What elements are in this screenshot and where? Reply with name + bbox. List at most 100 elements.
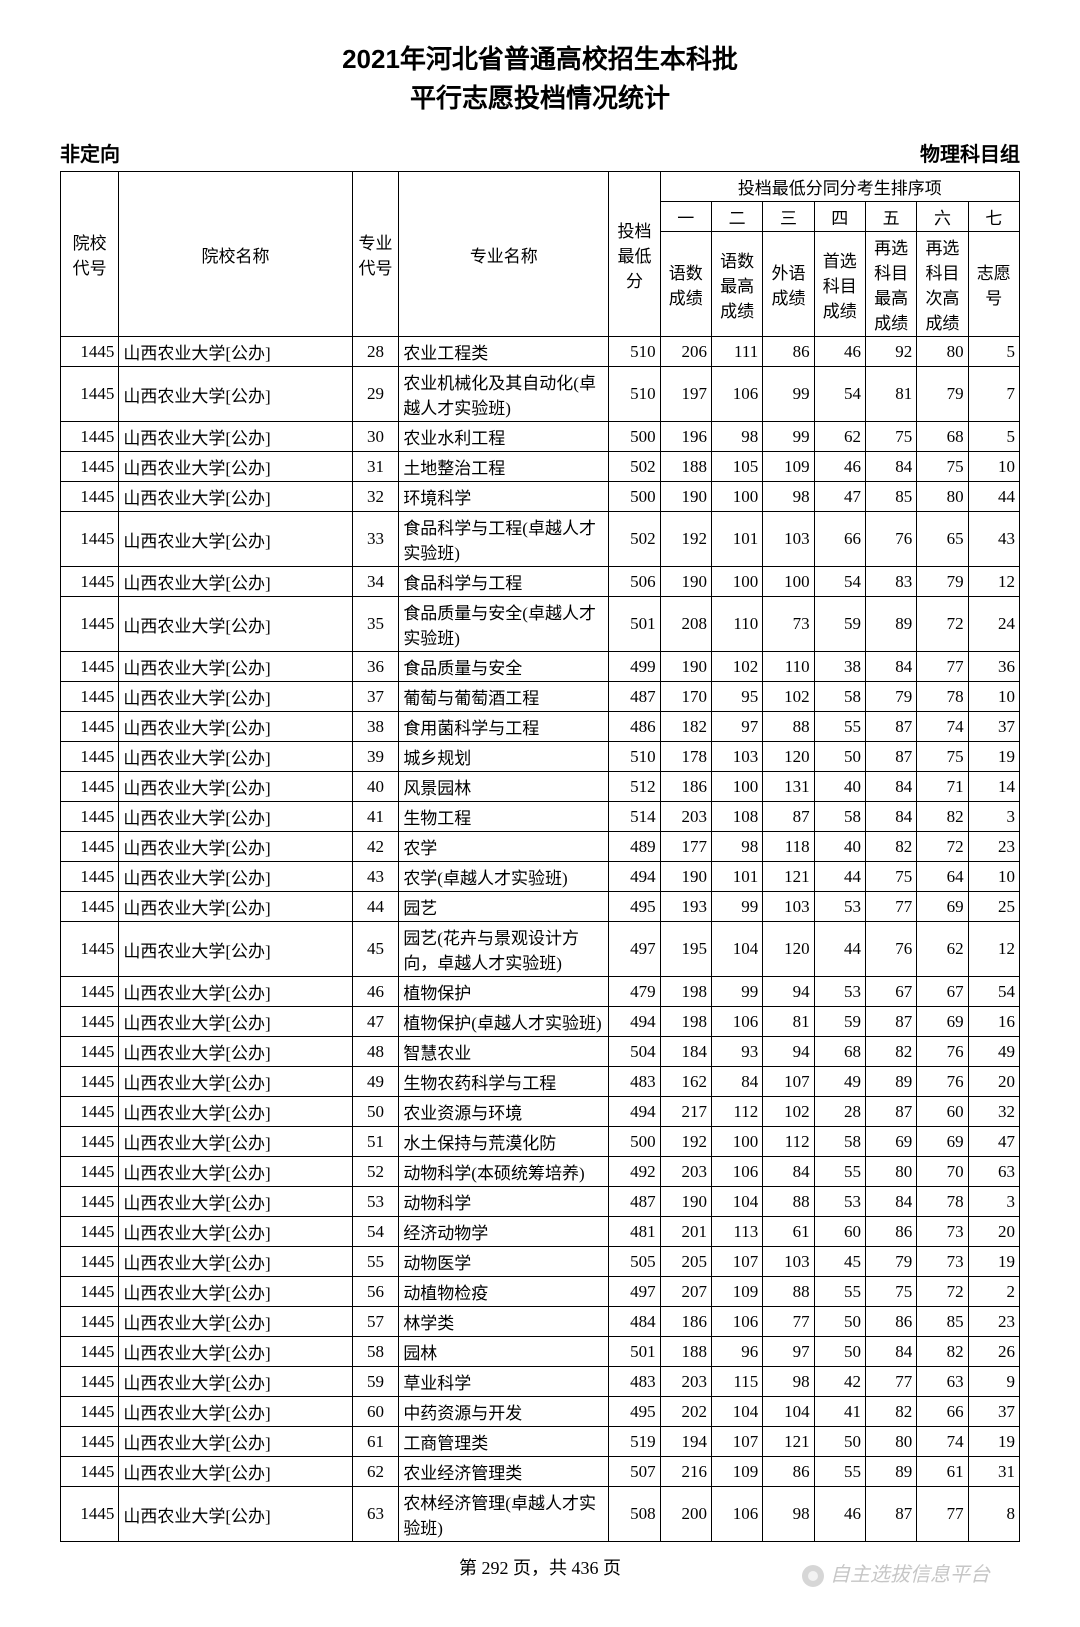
cell-major: 葡萄与葡萄酒工程 <box>399 682 609 712</box>
cell-school: 山西农业大学[公办] <box>119 1457 352 1487</box>
page-title: 2021年河北省普通高校招生本科批 平行志愿投档情况统计 <box>60 40 1020 118</box>
cell-code: 1445 <box>61 1037 119 1067</box>
cell-major: 中药资源与开发 <box>399 1397 609 1427</box>
table-row: 1445山西农业大学[公办]37葡萄与葡萄酒工程4871709510258797… <box>61 682 1020 712</box>
cell-score: 483 <box>609 1067 660 1097</box>
cell-major: 动植物检疫 <box>399 1277 609 1307</box>
cell-school: 山西农业大学[公办] <box>119 832 352 862</box>
table-row: 1445山西农业大学[公办]33食品科学与工程(卓越人才实验班)50219210… <box>61 512 1020 567</box>
table-row: 1445山西农业大学[公办]41生物工程514203108875884823 <box>61 802 1020 832</box>
cell-code: 1445 <box>61 892 119 922</box>
cell-code: 1445 <box>61 832 119 862</box>
cell-school: 山西农业大学[公办] <box>119 1307 352 1337</box>
cell-school: 山西农业大学[公办] <box>119 682 352 712</box>
cell-major: 动物医学 <box>399 1247 609 1277</box>
cell-score: 479 <box>609 977 660 1007</box>
cell-mcode: 54 <box>352 1217 399 1247</box>
cell-mcode: 30 <box>352 422 399 452</box>
table-row: 1445山西农业大学[公办]32环境科学5001901009847858044 <box>61 482 1020 512</box>
cell-school: 山西农业大学[公办] <box>119 1127 352 1157</box>
table-row: 1445山西农业大学[公办]58园林501188969750848226 <box>61 1337 1020 1367</box>
cell-major: 动物科学(本硕统筹培养) <box>399 1157 609 1187</box>
cell-mcode: 40 <box>352 772 399 802</box>
cell-score: 499 <box>609 652 660 682</box>
cell-mcode: 58 <box>352 1337 399 1367</box>
table-row: 1445山西农业大学[公办]44园艺4951939910353776925 <box>61 892 1020 922</box>
cell-major: 经济动物学 <box>399 1217 609 1247</box>
cell-major: 食品质量与安全(卓越人才实验班) <box>399 597 609 652</box>
cell-score: 495 <box>609 892 660 922</box>
cell-school: 山西农业大学[公办] <box>119 652 352 682</box>
cell-school: 山西农业大学[公办] <box>119 862 352 892</box>
cell-mcode: 41 <box>352 802 399 832</box>
table-row: 1445山西农业大学[公办]43农学(卓越人才实验班)4941901011214… <box>61 862 1020 892</box>
cell-major: 智慧农业 <box>399 1037 609 1067</box>
cell-mcode: 37 <box>352 682 399 712</box>
table-row: 1445山西农业大学[公办]51水土保持与荒漠化防500192100112586… <box>61 1127 1020 1157</box>
cell-mcode: 28 <box>352 337 399 367</box>
cell-score: 486 <box>609 712 660 742</box>
cell-school: 山西农业大学[公办] <box>119 567 352 597</box>
cell-major: 农业水利工程 <box>399 422 609 452</box>
table-row: 1445山西农业大学[公办]29农业机械化及其自动化(卓越人才实验班)51019… <box>61 367 1020 422</box>
cell-code: 1445 <box>61 1367 119 1397</box>
cell-code: 1445 <box>61 1097 119 1127</box>
col-school-name: 院校名称 <box>119 172 352 337</box>
cell-major: 动物科学 <box>399 1187 609 1217</box>
col-major-name: 专业名称 <box>399 172 609 337</box>
cell-mcode: 36 <box>352 652 399 682</box>
table-row: 1445山西农业大学[公办]55动物医学50520510710345797319 <box>61 1247 1020 1277</box>
cell-code: 1445 <box>61 597 119 652</box>
cell-school: 山西农业大学[公办] <box>119 1487 352 1542</box>
cell-school: 山西农业大学[公办] <box>119 422 352 452</box>
cell-mcode: 35 <box>352 597 399 652</box>
cell-code: 1445 <box>61 1067 119 1097</box>
cell-school: 山西农业大学[公办] <box>119 1187 352 1217</box>
cell-score: 519 <box>609 1427 660 1457</box>
cell-mcode: 51 <box>352 1127 399 1157</box>
cell-score: 481 <box>609 1217 660 1247</box>
table-row: 1445山西农业大学[公办]57林学类4841861067750868523 <box>61 1307 1020 1337</box>
cell-mcode: 38 <box>352 712 399 742</box>
cell-mcode: 52 <box>352 1157 399 1187</box>
cell-mcode: 53 <box>352 1187 399 1217</box>
cell-major: 工商管理类 <box>399 1427 609 1457</box>
cell-code: 1445 <box>61 1307 119 1337</box>
cell-school: 山西农业大学[公办] <box>119 337 352 367</box>
cell-mcode: 32 <box>352 482 399 512</box>
table-row: 1445山西农业大学[公办]49生物农药科学与工程483162841074989… <box>61 1067 1020 1097</box>
cell-score: 500 <box>609 422 660 452</box>
data-table: 院校代号 院校名称 专业代号 专业名称 投档最低分 投档最低分同分考生排序项 一… <box>60 171 1020 1542</box>
cell-code: 1445 <box>61 862 119 892</box>
cell-school: 山西农业大学[公办] <box>119 1247 352 1277</box>
cell-score: 508 <box>609 1487 660 1542</box>
cell-score: 494 <box>609 1007 660 1037</box>
cell-score: 497 <box>609 1277 660 1307</box>
cell-school: 山西农业大学[公办] <box>119 1037 352 1067</box>
cell-school: 山西农业大学[公办] <box>119 482 352 512</box>
cell-mcode: 60 <box>352 1397 399 1427</box>
cell-major: 园艺(花卉与景观设计方向，卓越人才实验班) <box>399 922 609 977</box>
cell-major: 食品科学与工程(卓越人才实验班) <box>399 512 609 567</box>
cell-score: 510 <box>609 367 660 422</box>
cell-major: 草业科学 <box>399 1367 609 1397</box>
cell-major: 农业机械化及其自动化(卓越人才实验班) <box>399 367 609 422</box>
cell-school: 山西农业大学[公办] <box>119 1067 352 1097</box>
cell-code: 1445 <box>61 1157 119 1187</box>
cell-school: 山西农业大学[公办] <box>119 1277 352 1307</box>
cell-code: 1445 <box>61 772 119 802</box>
cell-school: 山西农业大学[公办] <box>119 597 352 652</box>
table-row: 1445山西农业大学[公办]42农学4891779811840827223 <box>61 832 1020 862</box>
cell-code: 1445 <box>61 682 119 712</box>
cell-major: 园艺 <box>399 892 609 922</box>
cell-mcode: 31 <box>352 452 399 482</box>
table-row: 1445山西农业大学[公办]62农业经济管理类50721610986558961… <box>61 1457 1020 1487</box>
table-row: 1445山西农业大学[公办]45园艺(花卉与景观设计方向，卓越人才实验班)497… <box>61 922 1020 977</box>
table-row: 1445山西农业大学[公办]60中药资源与开发49520210410441826… <box>61 1397 1020 1427</box>
cell-major: 农业资源与环境 <box>399 1097 609 1127</box>
subheader: 非定向 物理科目组 <box>60 138 1020 167</box>
table-row: 1445山西农业大学[公办]30农业水利工程50019698996275685 <box>61 422 1020 452</box>
cell-major: 食品质量与安全 <box>399 652 609 682</box>
cell-score: 500 <box>609 1127 660 1157</box>
cell-score: 502 <box>609 512 660 567</box>
